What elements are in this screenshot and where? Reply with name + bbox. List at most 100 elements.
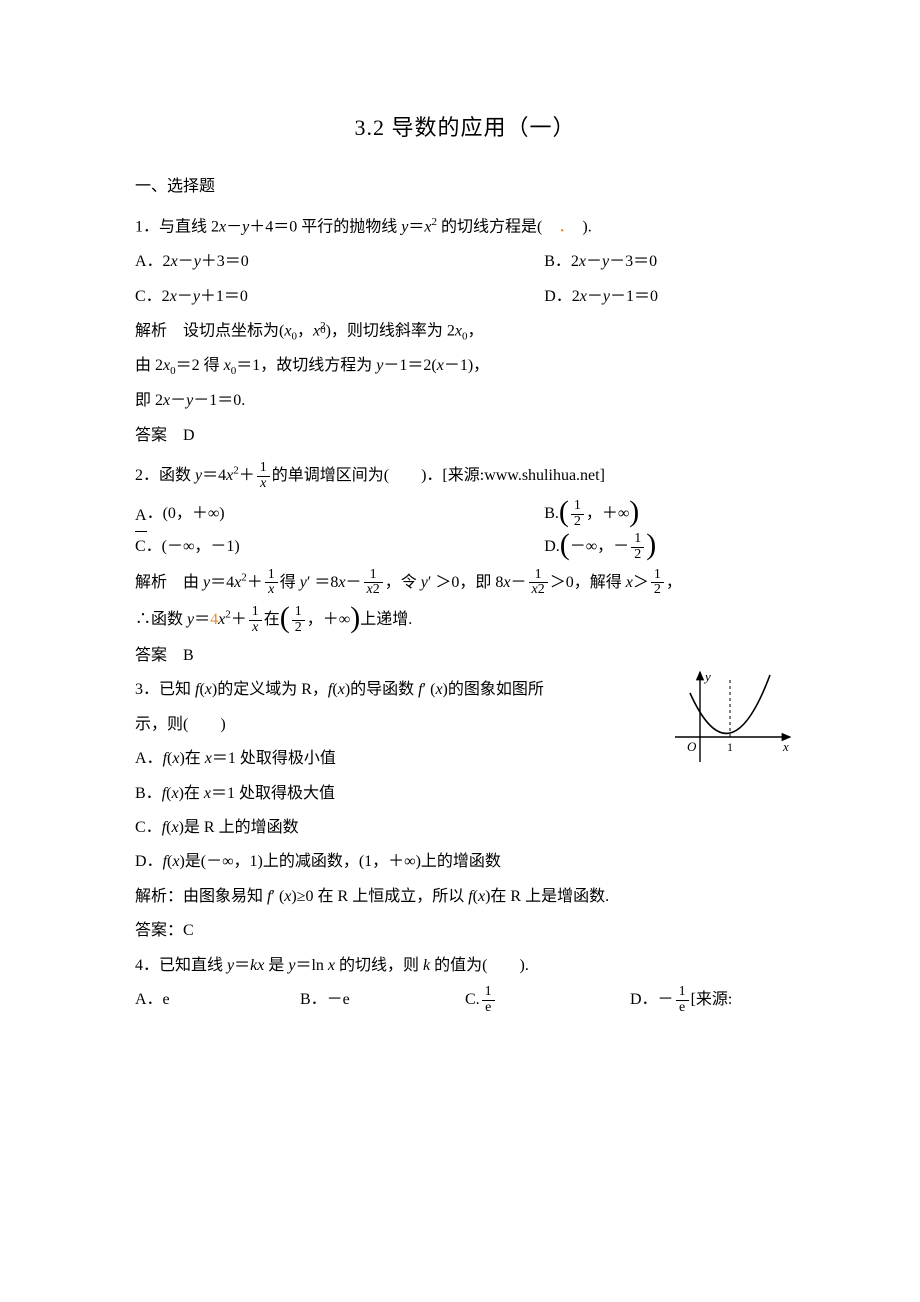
text: ，令 xyxy=(385,574,421,591)
var-x: x xyxy=(313,322,320,339)
var-x: x xyxy=(626,574,633,591)
text: D．－ xyxy=(630,991,674,1008)
var-f: f xyxy=(418,681,422,698)
q4-option-d: D．－1e[来源: xyxy=(630,985,795,1016)
text: ＝1，故切线方程为 xyxy=(236,357,376,374)
fraction: 1x xyxy=(255,461,272,491)
q3-block: y x O 1 3．已知 f(x)的定义域为 R，f(x)的导函数 f′ (x)… xyxy=(135,675,795,946)
text: －1＝0. xyxy=(193,392,245,409)
text: C．2 xyxy=(135,288,170,305)
text: 即 2 xyxy=(135,392,163,409)
fraction: 1x xyxy=(263,568,280,598)
var-x: x xyxy=(171,253,178,270)
text: ＋1＝0 xyxy=(200,288,248,305)
text: ， xyxy=(297,322,313,339)
q1-sol-line3: 即 2x－y－1＝0. xyxy=(135,386,795,416)
section-heading: 一、选择题 xyxy=(135,172,795,202)
text: ＋3＝0 xyxy=(201,253,249,270)
text: 4 xyxy=(210,611,218,628)
text: 解析 由 xyxy=(135,574,203,591)
text: ＝ln xyxy=(295,957,327,974)
q1-answer: 答案 D xyxy=(135,421,795,451)
text: )是(－∞，1)上的减函数，(1，＋∞)上的增函数 xyxy=(179,853,500,870)
var-x: x xyxy=(328,957,335,974)
text: ，＋∞ xyxy=(307,611,350,628)
var-x: x xyxy=(204,785,211,802)
var-x: x xyxy=(435,681,442,698)
var-x: x xyxy=(338,681,345,698)
text: ．(0，＋∞) xyxy=(147,505,225,522)
text: ＝ xyxy=(194,611,210,628)
var-x: x xyxy=(171,785,178,802)
q2-option-b: B.(12，＋∞) xyxy=(544,499,795,530)
text: ＋ xyxy=(231,611,247,628)
text: ＝ xyxy=(234,957,250,974)
text: D．2 xyxy=(544,288,580,305)
text: D． xyxy=(135,853,163,870)
var-f: f xyxy=(267,888,271,905)
text: )在 xyxy=(179,750,204,767)
text: ＝2 得 xyxy=(176,357,224,374)
text: － xyxy=(586,253,602,270)
text: C. xyxy=(465,991,480,1008)
var-x: x xyxy=(205,681,212,698)
q2-sol-line1: 解析 由 y＝4x2＋1x得 y′ ＝8x－1x2，令 y′ ＞0，即 8x－1… xyxy=(135,565,795,600)
text: － xyxy=(511,574,527,591)
text: )，则切线斜率为 2 xyxy=(326,322,455,339)
q1-option-d: D．2x－y－1＝0 xyxy=(544,282,795,312)
q1-option-a: A．2x－y＋3＝0 xyxy=(135,247,544,277)
text: －∞，－ xyxy=(570,538,629,555)
text: 由 2 xyxy=(135,357,163,374)
text: )的图象如图所 xyxy=(443,681,544,698)
paren-right: ) xyxy=(350,603,360,633)
text: － xyxy=(178,253,194,270)
text: －3＝0 xyxy=(609,253,657,270)
text: 得 xyxy=(280,574,300,591)
text: ， xyxy=(666,574,682,591)
text: ). xyxy=(566,219,591,236)
var-x: x xyxy=(455,322,462,339)
var-y: y xyxy=(421,574,428,591)
paren-left: ( xyxy=(560,530,570,560)
var-k: kx xyxy=(250,957,264,974)
text: －1＝2( xyxy=(383,357,436,374)
axis-y-label: y xyxy=(703,669,711,684)
tick-label: 1 xyxy=(727,740,733,754)
q3-answer: 答案：C xyxy=(135,916,795,946)
text: 4．已知直线 xyxy=(135,957,227,974)
text: ＞ xyxy=(633,574,649,591)
text: B．2 xyxy=(544,253,579,270)
text: 是 xyxy=(264,957,288,974)
fraction: 1x2 xyxy=(527,568,550,598)
text: － xyxy=(177,288,193,305)
text: 解析 设切点坐标为( xyxy=(135,322,284,339)
text: ∴函数 xyxy=(135,611,187,628)
origin-label: O xyxy=(687,739,697,754)
text: ，＋∞ xyxy=(586,505,629,522)
text: )是 R 上的增函数 xyxy=(179,819,299,836)
var-y: y xyxy=(300,574,307,591)
fraction: 1x2 xyxy=(362,568,385,598)
page-title: 3.2 导数的应用（一） xyxy=(135,110,795,142)
var-x: x xyxy=(338,574,345,591)
text: ＝1 处取得极小值 xyxy=(212,750,336,767)
text: 的切线方程是( xyxy=(437,219,558,236)
var-x: x xyxy=(171,819,178,836)
var-x: x xyxy=(205,750,212,767)
q2-option-c: C．(－∞，－1) xyxy=(135,532,544,563)
var-x: x xyxy=(579,253,586,270)
text: － xyxy=(346,574,362,591)
q3-figure: y x O 1 xyxy=(665,667,795,767)
text: B． xyxy=(135,785,162,802)
paren-left: ( xyxy=(280,603,290,633)
text: D. xyxy=(544,538,560,555)
text: 解析：由图象易知 xyxy=(135,888,267,905)
text: ＝4 xyxy=(202,467,226,484)
q1-sol-line1: 解析 设切点坐标为(x0，x02)，则切线斜率为 2x0， xyxy=(135,316,795,347)
text: ＋ xyxy=(239,467,255,484)
q2-stem: 2．函数 y＝4x2＋1x的单调增区间为( )．[来源:www.shulihua… xyxy=(135,455,795,497)
text: 的值为( ). xyxy=(430,957,529,974)
text: ′ ＞0，即 8 xyxy=(428,574,504,591)
text: )的导函数 xyxy=(345,681,418,698)
sub-sup: 02 xyxy=(320,322,326,339)
